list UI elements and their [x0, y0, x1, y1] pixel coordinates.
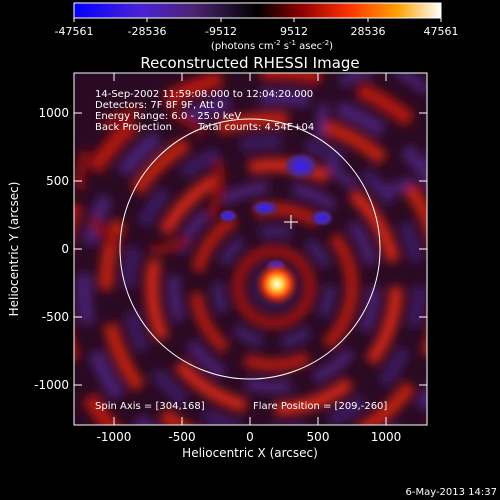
colorbar-gradient — [73, 2, 442, 19]
method-text: Back Projection — [95, 122, 172, 133]
energy-range-text: Energy Range: 6.0 - 25.0 keV — [95, 111, 241, 122]
y-tick-label: -1000 — [34, 378, 69, 392]
x-tick-labels: -1000 -500 0 500 1000 — [97, 430, 402, 444]
flare-kernel — [255, 262, 299, 306]
y-tick-labels: -1000 -500 0 500 1000 — [34, 106, 69, 392]
colorbar-tick-label: 9512 — [280, 25, 308, 38]
solar-limb — [119, 118, 381, 380]
flare-position-text: Flare Position = [209,-260] — [253, 401, 387, 412]
colorbar-unit-label: (photons cm-2 s-1 asec-2) — [211, 39, 333, 52]
colorbar-tick-label: -9512 — [205, 25, 237, 38]
x-tick-label: 1000 — [371, 430, 402, 444]
total-counts-text: Total counts: 4.54E+04 — [197, 122, 314, 133]
x-tick-label: 500 — [307, 430, 330, 444]
colorbar-tick-label: -47561 — [55, 25, 94, 38]
x-tick-label: -500 — [168, 430, 195, 444]
image-area — [74, 73, 427, 425]
annotation-block: 14-Sep-2002 11:59:08.000 to 12:04:20.000… — [95, 89, 387, 412]
colorbar-tick-label: 28536 — [351, 25, 386, 38]
detectors-text: Detectors: 7F 8F 9F, Att 0 — [95, 100, 223, 111]
y-tick-label: -500 — [42, 310, 69, 324]
x-tick-label: 0 — [246, 430, 254, 444]
colorbar-tick-marks — [73, 18, 442, 22]
colorbar-tick-label: 47561 — [424, 25, 459, 38]
x-axis-label: Heliocentric X (arcsec) — [182, 446, 318, 460]
axis-ticks — [74, 73, 427, 425]
footer-date: 6-May-2013 14:37 — [405, 487, 497, 498]
time-range-text: 14-Sep-2002 11:59:08.000 to 12:04:20.000 — [95, 89, 313, 100]
y-tick-label: 1000 — [38, 106, 69, 120]
blue-blobs — [218, 152, 334, 273]
y-tick-label: 0 — [61, 242, 69, 256]
x-tick-label: -1000 — [97, 430, 132, 444]
colorbar-tick-label: -28536 — [128, 25, 167, 38]
disk-center-cross — [284, 215, 298, 229]
spin-axis-text: Spin Axis = [304,168] — [95, 401, 205, 412]
chart-title: Reconstructed RHESSI Image — [140, 54, 359, 72]
colorbar: -47561 -28536 -9512 9512 28536 47561 (ph… — [55, 2, 459, 52]
y-axis-label: Heliocentric Y (arcsec) — [7, 182, 21, 317]
y-tick-label: 500 — [46, 174, 69, 188]
